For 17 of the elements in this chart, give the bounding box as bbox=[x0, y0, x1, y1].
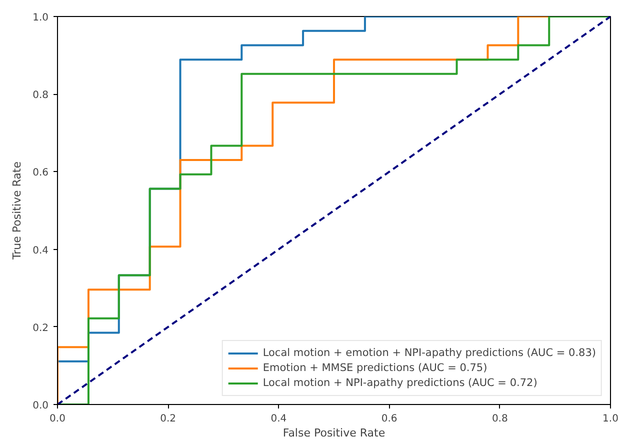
x-axis-title: False Positive Rate bbox=[282, 426, 386, 440]
y-tick-label: 0.8 bbox=[32, 90, 49, 102]
x-tick-label: 0.2 bbox=[160, 414, 176, 424]
x-tick-label: 0.6 bbox=[381, 414, 398, 424]
legend-label: Emotion + MMSE predictions (AUC = 0.75) bbox=[262, 361, 488, 375]
x-tick-label: 0.8 bbox=[492, 414, 508, 424]
x-tick-label: 1.0 bbox=[602, 414, 618, 424]
y-axis-title: True Positive Rate bbox=[10, 161, 24, 260]
x-tick-label: 0.0 bbox=[50, 414, 66, 424]
legend-label: Local motion + NPI-apathy predictions (AUC = 0.72) bbox=[262, 376, 538, 390]
y-tick-label: 0.4 bbox=[32, 245, 49, 256]
y-tick-label: 0.6 bbox=[32, 168, 49, 179]
y-tick-label: 0.2 bbox=[32, 322, 49, 334]
x-tick-label: 0.4 bbox=[270, 414, 287, 424]
y-tick-label: 0.0 bbox=[32, 400, 49, 412]
legend-label: Local motion + emotion + NPI-apathy predictions (AUC = 0.83) bbox=[262, 346, 596, 360]
y-tick-label: 1.0 bbox=[32, 12, 49, 24]
